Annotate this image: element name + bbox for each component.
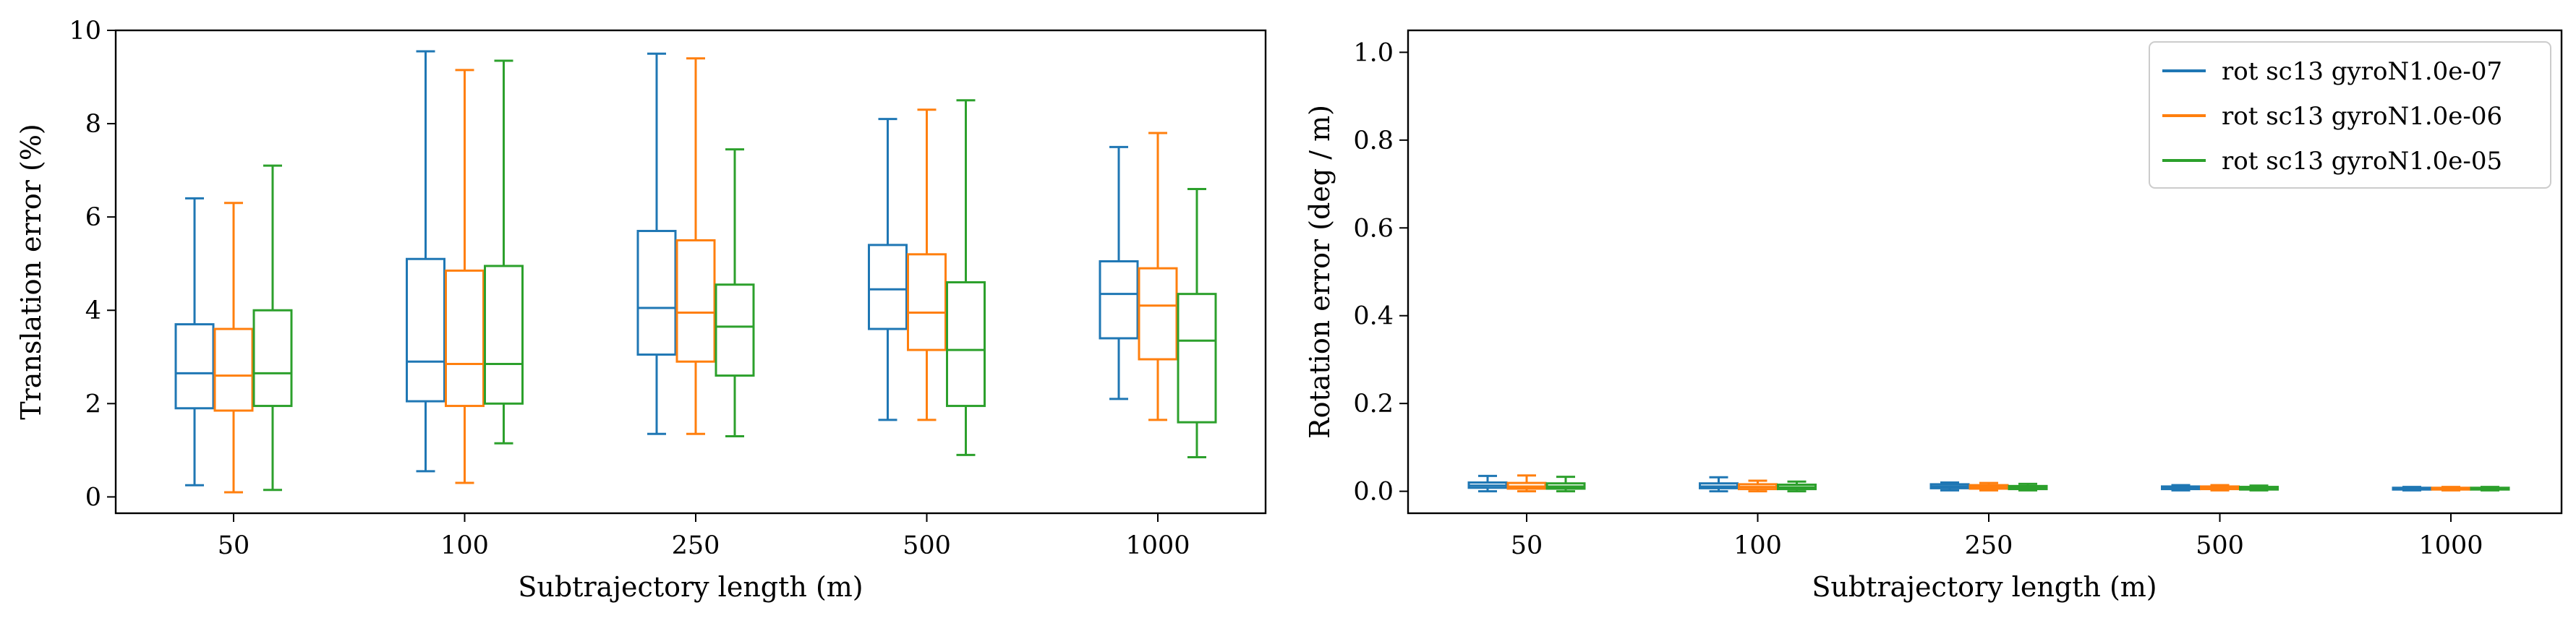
legend-entry: rot sc13 gyroN1.0e-05 <box>2162 147 2502 176</box>
box <box>1777 480 1817 493</box>
box-body <box>213 327 254 412</box>
x-tick-label: 250 <box>1965 531 2013 560</box>
box-body <box>174 323 215 410</box>
box <box>1545 476 1586 493</box>
box <box>1467 474 1508 493</box>
x-tick-label: 50 <box>1511 531 1543 560</box>
y-tick-label: 0.4 <box>1353 302 1394 331</box>
box <box>946 99 986 456</box>
legend-entry: rot sc13 gyroN1.0e-07 <box>2162 57 2502 86</box>
box <box>1506 474 1547 493</box>
x-tick-label: 100 <box>1733 531 1782 560</box>
x-axis-ticks: 50 100 250 500 1000 <box>1511 513 2483 560</box>
rotation-error-panel: 0.0 0.2 0.4 0.6 0.8 1.0 50 100 250 500 1000 Subtr… <box>1304 29 2563 603</box>
box-body <box>406 257 445 403</box>
box <box>636 52 677 435</box>
y-tick-label: 10 <box>69 17 101 46</box>
legend-label: rot sc13 gyroN1.0e-05 <box>2222 147 2502 176</box>
x-tick-label: 500 <box>903 531 951 560</box>
x-axis-ticks: 50 100 250 500 1000 <box>218 513 1190 560</box>
box-marks <box>174 50 1217 494</box>
x-axis-label: Subtrajectory length (m) <box>1812 571 2157 603</box>
box <box>406 50 445 473</box>
box-body <box>1138 267 1178 361</box>
box-body <box>907 253 947 351</box>
y-axis-label: Rotation error (deg / m) <box>1304 105 1336 439</box>
box <box>675 57 716 435</box>
plot-area-frame <box>1407 29 2563 515</box>
x-tick-label: 500 <box>2196 531 2244 560</box>
box <box>445 69 485 484</box>
box-body <box>715 283 755 377</box>
box-body <box>445 269 485 408</box>
box <box>174 197 215 486</box>
x-tick-label: 1000 <box>2418 531 2483 560</box>
box-body <box>1099 260 1139 340</box>
plot-area-frame <box>114 29 1267 515</box>
box <box>2200 484 2240 492</box>
box-body <box>1177 293 1217 424</box>
box <box>2008 482 2048 492</box>
box <box>252 164 293 492</box>
y-tick-label: 1.0 <box>1353 38 1394 67</box>
box <box>2470 486 2510 492</box>
box <box>907 108 947 421</box>
box-body <box>252 309 293 408</box>
y-tick-label: 8 <box>85 110 101 139</box>
box <box>2161 484 2201 492</box>
y-axis-ticks: 0 2 4 6 8 10 <box>69 17 116 512</box>
y-tick-label: 0.0 <box>1353 478 1394 507</box>
box <box>1138 132 1178 421</box>
x-tick-label: 1000 <box>1125 531 1190 560</box>
box-marks <box>1467 474 2510 493</box>
legend-label: rot sc13 gyroN1.0e-06 <box>2222 102 2502 131</box>
box <box>868 118 908 421</box>
y-tick-label: 2 <box>85 390 101 419</box>
box-body <box>868 244 908 330</box>
y-tick-label: 0.2 <box>1353 390 1394 419</box>
y-tick-label: 0 <box>85 483 101 512</box>
box-body <box>946 281 986 408</box>
box <box>1969 481 2009 492</box>
box-body <box>484 265 524 405</box>
box <box>1699 476 1739 493</box>
box <box>1099 145 1139 400</box>
box-body <box>636 230 677 356</box>
y-tick-label: 0.8 <box>1353 127 1394 155</box>
box <box>2239 484 2279 492</box>
x-tick-label: 250 <box>672 531 720 560</box>
y-axis-ticks: 0.0 0.2 0.4 0.6 0.8 1.0 <box>1353 38 1408 507</box>
legend-entry: rot sc13 gyroN1.0e-06 <box>2162 102 2502 131</box>
y-tick-label: 0.6 <box>1353 214 1394 243</box>
box-body <box>675 239 716 363</box>
x-axis-label: Subtrajectory length (m) <box>518 571 863 603</box>
box <box>2431 486 2471 492</box>
y-tick-label: 6 <box>85 203 101 232</box>
translation-error-panel: 0 2 4 6 8 10 50 100 250 500 1000 Subtrajectory le… <box>15 17 1267 603</box>
box <box>1177 187 1217 459</box>
x-tick-label: 100 <box>440 531 489 560</box>
legend-label: rot sc13 gyroN1.0e-07 <box>2222 57 2502 86</box>
y-tick-label: 4 <box>85 296 101 325</box>
box <box>1738 479 1778 493</box>
legend: rot sc13 gyroN1.0e-07 rot sc13 gyroN1.0e… <box>2149 41 2551 189</box>
y-axis-label: Translation error (%) <box>15 124 47 420</box>
legend-frame <box>2149 41 2551 189</box>
box <box>484 59 524 445</box>
box <box>213 202 254 494</box>
box <box>1929 481 1970 492</box>
x-tick-label: 50 <box>218 531 250 560</box>
box <box>2392 486 2432 492</box>
box <box>715 148 755 438</box>
